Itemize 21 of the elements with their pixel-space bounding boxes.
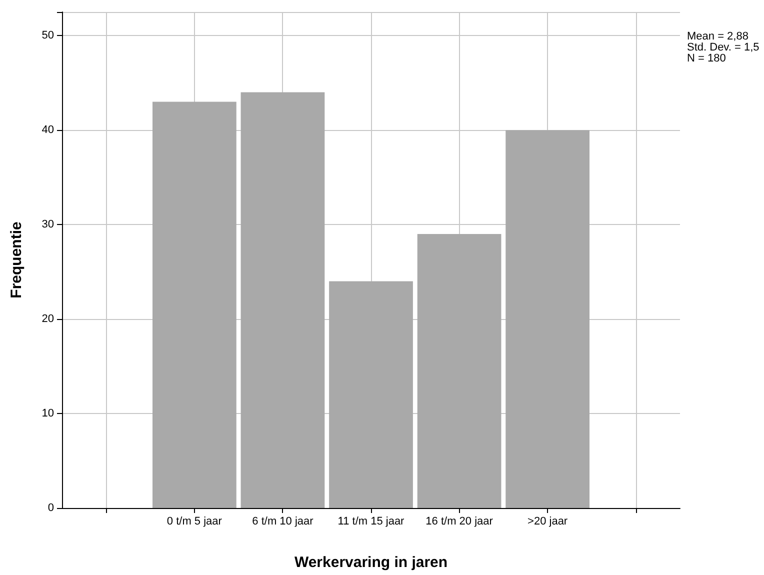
bar: [417, 234, 502, 508]
bar: [152, 102, 236, 508]
x-tick-label: 0 t/m 5 jaar: [166, 516, 222, 528]
bar: [240, 92, 325, 508]
y-tick-label: 10: [42, 408, 54, 420]
x-tick-label: >20 jaar: [528, 516, 568, 528]
x-tick-label: 11 t/m 15 jaar: [338, 516, 405, 528]
y-tick-label: 20: [42, 313, 54, 326]
x-tick-label: 6 t/m 10 jaar: [252, 516, 314, 528]
y-tick-label: 40: [42, 124, 54, 136]
y-tick-label: 50: [42, 30, 54, 42]
text: N = 180: [687, 52, 726, 64]
text: Mean = 2,88: [687, 30, 748, 42]
x-axis-title: Werkervaring in jaren: [294, 554, 448, 571]
bar: [506, 130, 590, 508]
text: Std. Dev. = 1,5: [687, 42, 760, 54]
bar: [329, 281, 413, 508]
x-tick-label: 16 t/m 20 jaar: [426, 516, 494, 528]
y-axis-title: Frequentie: [8, 222, 25, 298]
y-tick-label: 0: [48, 502, 54, 514]
y-tick-label: 30: [42, 218, 54, 231]
